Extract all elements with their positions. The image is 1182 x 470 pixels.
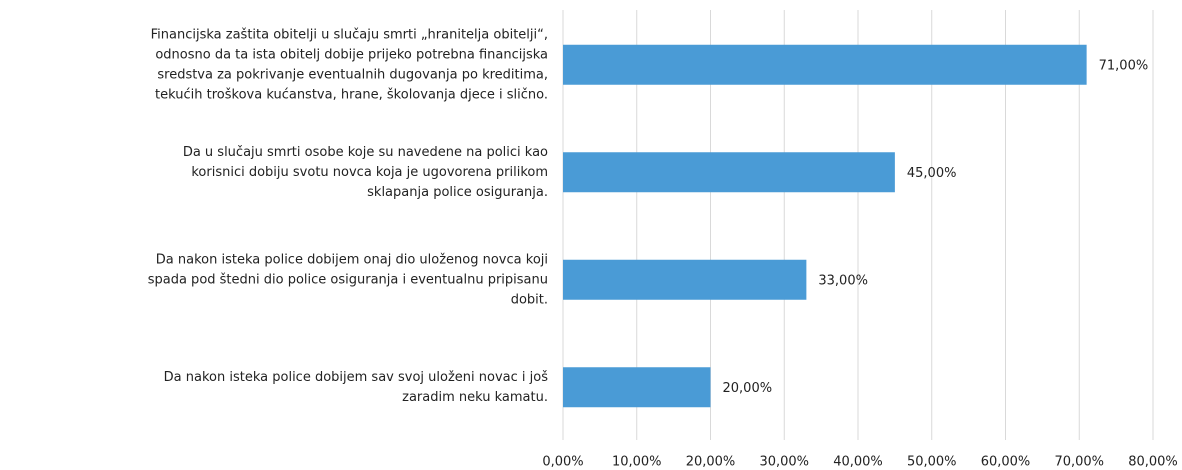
x-tick-label: 40,00%	[833, 455, 883, 470]
x-tick-label: 0,00%	[542, 455, 583, 470]
category-label: Da u slučaju smrti osobe koje su naveden…	[183, 145, 548, 160]
category-label: spada pod štedni dio police osiguranja i…	[148, 272, 548, 287]
value-label: 20,00%	[723, 381, 773, 396]
x-tick-label: 80,00%	[1128, 455, 1178, 470]
x-tick-label: 10,00%	[612, 455, 662, 470]
category-label: sredstva za pokrivanje eventualnih dugov…	[157, 67, 548, 82]
category-label: Da nakon isteka police dobijem onaj dio …	[156, 252, 548, 267]
bar	[563, 44, 1087, 85]
value-label: 71,00%	[1099, 58, 1149, 73]
bar	[563, 259, 807, 300]
category-label: tekućih troškova kućanstva, hrane, školo…	[155, 87, 548, 102]
x-tick-label: 30,00%	[759, 455, 809, 470]
category-label: Da nakon isteka police dobijem sav svoj …	[164, 370, 549, 385]
x-tick-label: 70,00%	[1054, 455, 1104, 470]
bar	[563, 152, 895, 193]
value-label: 33,00%	[818, 273, 868, 288]
bar	[563, 367, 711, 408]
category-label: sklapanja police osiguranja.	[367, 185, 548, 200]
category-label: dobit.	[511, 292, 548, 307]
category-label: zaradim neku kamatu.	[402, 390, 548, 405]
value-label: 45,00%	[907, 166, 957, 181]
category-label: odnosno da ta ista obitelj dobije prijek…	[155, 47, 548, 62]
x-tick-label: 50,00%	[907, 455, 957, 470]
category-label: Financijska zaštita obitelji u slučaju s…	[151, 27, 548, 42]
x-tick-label: 60,00%	[981, 455, 1031, 470]
category-label: korisnici dobiju svotu novca koja je ugo…	[191, 165, 548, 180]
x-tick-label: 20,00%	[686, 455, 736, 470]
